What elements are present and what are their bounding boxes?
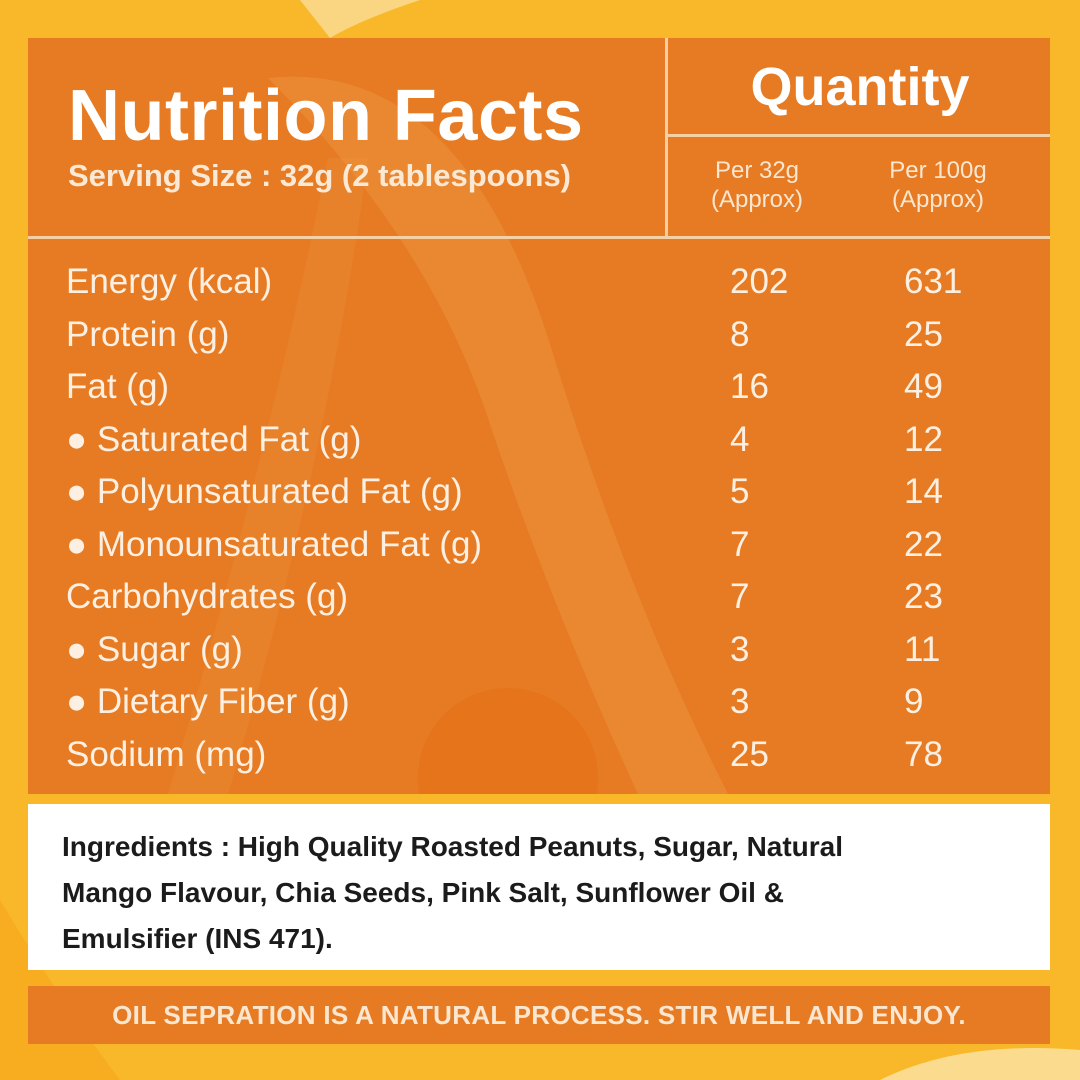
nutrient-value-per-100g: 9 [904,682,924,721]
nutrient-row: Protein (g) 8 25 [28,310,1050,363]
nutrient-value-per-32g: 25 [730,734,769,774]
nutrient-value-per-100g: 12 [904,419,943,459]
nutrient-row: ● Polyunsaturated Fat (g) 5 14 [28,467,1050,520]
nutrition-panel: Nutrition Facts Serving Size : 32g (2 ta… [28,38,1050,794]
quantity-divider [665,134,1050,137]
nutrient-value-per-100g: 22 [904,524,943,564]
nutrient-value-per-100g: 14 [904,472,943,511]
serving-size: Serving Size : 32g (2 tablespoons) [68,158,572,193]
column-header-line: (Approx) [891,186,985,214]
nutrient-label: ● Monounsaturated Fat (g) [66,524,483,564]
nutrient-row: Carbohydrates (g) 7 23 [28,572,1050,625]
ingredients-line: Emulsifier (INS 471). [62,923,333,954]
nutrient-label: Energy (kcal) [66,262,273,301]
nutrient-label: Sodium (mg) [66,734,267,774]
panel-decoration [168,76,728,794]
nutrient-label: Carbohydrates (g) [66,577,349,616]
nutrient-row: Fat (g) 16 49 [28,362,1050,415]
nutrient-label: ● Dietary Fiber (g) [66,682,350,721]
nutrient-row: ● Saturated Fat (g) 4 12 [28,415,1050,468]
nutrient-value-per-32g: 8 [730,314,750,354]
nutrient-row: Sodium (mg) 25 78 [28,730,1050,783]
quantity-heading: Quantity [750,57,970,117]
column-header-line: (Approx) [710,186,804,214]
column-header-per-100g: Per 100g (Approx) [858,156,1018,215]
nutrient-value-per-100g: 11 [904,629,941,669]
nutrient-row: Energy (kcal) 202 631 [28,257,1050,310]
column-header-line: Per 32g [714,157,800,184]
nutrient-value-per-100g: 23 [904,577,943,616]
column-header-per-32g: Per 32g (Approx) [678,156,836,215]
nutrient-value-per-100g: 25 [904,314,943,354]
nutrient-value-per-32g: 3 [730,682,750,721]
footer-banner: OIL SEPRATION IS A NATURAL PROCESS. STIR… [28,986,1050,1044]
nutrient-label: ● Saturated Fat (g) [66,419,362,459]
nutrient-row: ● Dietary Fiber (g) 3 9 [28,677,1050,730]
ingredients-line: Mango Flavour, Chia Seeds, Pink Salt, Su… [62,877,784,908]
page-title: Nutrition Facts [68,76,584,156]
nutrient-label: ● Polyunsaturated Fat (g) [66,472,463,511]
nutrient-row: ● Monounsaturated Fat (g) 7 22 [28,520,1050,573]
nutrient-value-per-32g: 5 [730,472,750,511]
nutrient-value-per-32g: 7 [730,577,750,616]
nutrient-value-per-100g: 631 [904,262,963,301]
column-divider [665,38,668,236]
nutrient-value-per-100g: 49 [904,367,943,406]
nutrient-value-per-32g: 7 [730,524,750,564]
nutrient-value-per-32g: 4 [730,419,750,459]
nutrient-label: Protein (g) [66,314,230,354]
nutrient-value-per-100g: 78 [904,734,943,774]
nutrient-label: Fat (g) [66,367,170,406]
ingredients-line: Ingredients : High Quality Roasted Peanu… [62,831,844,862]
nutrient-value-per-32g: 16 [730,367,769,406]
header-divider [28,236,1050,239]
nutrient-value-per-32g: 3 [730,629,750,669]
nutrient-table: Energy (kcal) 202 631 Protein (g) 8 25 F… [28,257,1050,782]
ingredients-box: Ingredients : High Quality Roasted Peanu… [28,804,1050,970]
nutrient-label: ● Sugar (g) [66,629,243,669]
nutrient-value-per-32g: 202 [730,262,789,301]
nutrient-row: ● Sugar (g) 3 11 [28,625,1050,678]
column-header-line: Per 100g [889,157,987,184]
